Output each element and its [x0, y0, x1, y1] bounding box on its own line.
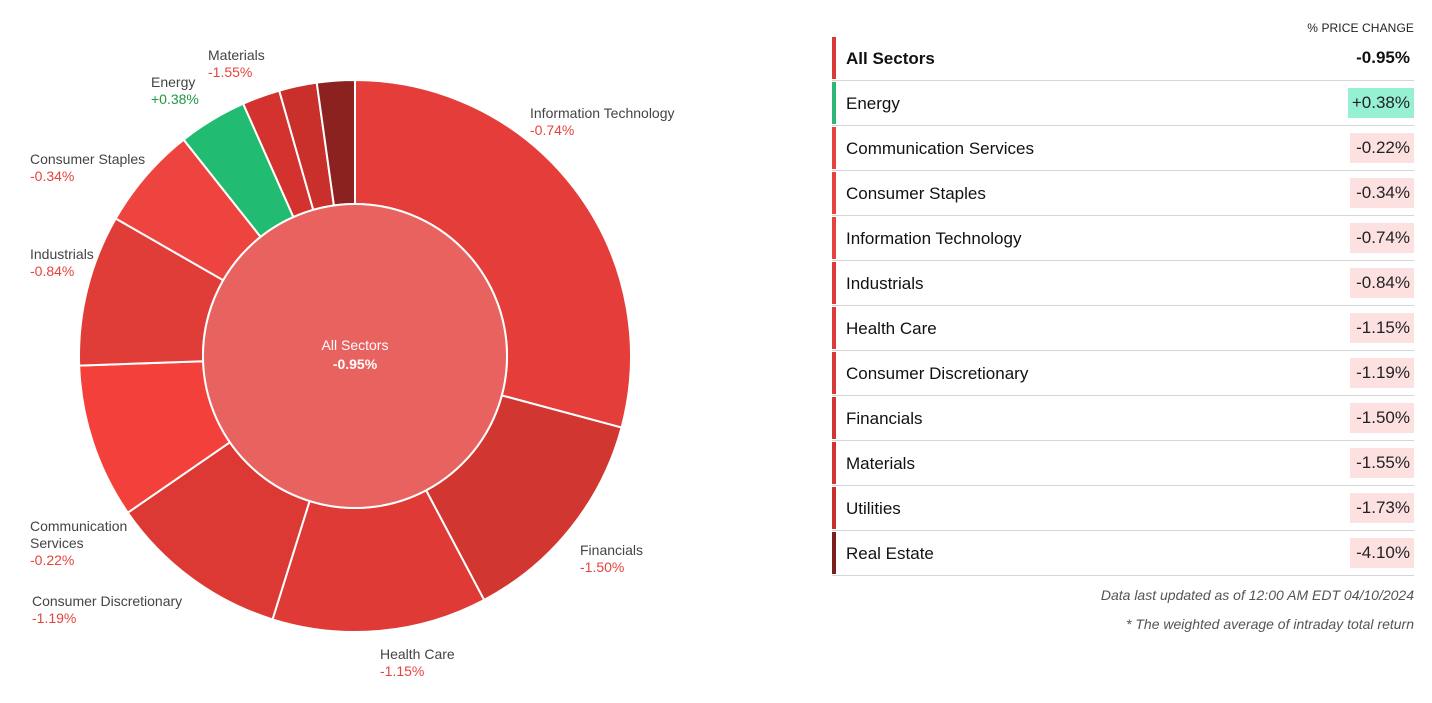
sector-color-bar — [832, 127, 836, 169]
slice-label-industrials: Industrials — [30, 246, 94, 262]
slice-label-health-care: Health Care — [380, 646, 455, 662]
slice-value-energy: +0.38% — [151, 91, 199, 107]
sector-name: Communication Services — [846, 139, 1035, 158]
slice-label-consumer-discretionary: Consumer Discretionary — [32, 593, 182, 609]
slice-label-communication-services-1: Services — [30, 535, 84, 551]
sector-change-badge: -0.34% — [1350, 178, 1414, 208]
sector-row-communication-services[interactable]: Communication Services -0.22% — [832, 126, 1414, 171]
sector-change-badge: -4.10% — [1350, 538, 1414, 568]
sector-row-financials[interactable]: Financials -1.50% — [832, 396, 1414, 441]
sector-change-badge: +0.38% — [1347, 88, 1414, 118]
sector-name: Consumer Discretionary — [846, 364, 1029, 383]
center-value: -0.95% — [333, 356, 378, 372]
slice-value-consumer-discretionary: -1.19% — [32, 610, 76, 626]
sector-name: Consumer Staples — [846, 184, 986, 203]
sector-color-bar — [832, 487, 836, 529]
sector-name: Health Care — [846, 319, 937, 338]
center-all-sectors-disc[interactable] — [202, 203, 508, 509]
price-change-header: % PRICE CHANGE — [1307, 21, 1414, 35]
sector-row-utilities[interactable]: Utilities -1.73% — [832, 486, 1414, 531]
sector-row-consumer-staples[interactable]: Consumer Staples -0.34% — [832, 171, 1414, 216]
sector-change-badge: -0.74% — [1350, 223, 1414, 253]
sector-color-bar — [832, 82, 836, 124]
sector-color-bar — [832, 172, 836, 214]
sector-row-all-sectors[interactable]: All Sectors -0.95% — [832, 36, 1414, 81]
sector-color-bar — [832, 352, 836, 394]
sector-change-badge: -1.50% — [1350, 403, 1414, 433]
sector-name: All Sectors — [846, 49, 935, 68]
slice-label-financials: Financials — [580, 542, 643, 558]
slice-value-consumer-staples: -0.34% — [30, 168, 74, 184]
sector-color-bar — [832, 262, 836, 304]
sector-row-consumer-discretionary[interactable]: Consumer Discretionary -1.19% — [832, 351, 1414, 396]
sector-color-bar — [832, 397, 836, 439]
sector-donut-chart: All Sectors -0.95% Information Technolog… — [30, 47, 675, 679]
sector-row-information-technology[interactable]: Information Technology -0.74% — [832, 216, 1414, 261]
sector-change-badge: -0.84% — [1350, 268, 1414, 298]
sector-color-bar — [832, 307, 836, 349]
sector-color-bar — [832, 442, 836, 484]
sector-change-badge: -1.19% — [1350, 358, 1414, 388]
slice-label-energy: Energy — [151, 74, 195, 90]
sector-color-bar — [832, 532, 836, 574]
data-updated-note: Data last updated as of 12:00 AM EDT 04/… — [1100, 587, 1414, 603]
sector-name: Real Estate — [846, 544, 934, 563]
sector-color-bar — [832, 217, 836, 259]
sector-row-real-estate[interactable]: Real Estate -4.10% — [832, 531, 1414, 576]
sector-color-bar — [832, 37, 836, 79]
sector-name: Utilities — [846, 499, 901, 518]
sector-change-badge: -0.95% — [1356, 48, 1410, 67]
center-label: All Sectors — [322, 337, 389, 353]
sector-row-industrials[interactable]: Industrials -0.84% — [832, 261, 1414, 306]
slice-value-industrials: -0.84% — [30, 263, 74, 279]
sector-name: Energy — [846, 94, 900, 113]
sector-change-badge: -1.55% — [1350, 448, 1414, 478]
slice-value-health-care: -1.15% — [380, 663, 424, 679]
slice-value-communication-services: -0.22% — [30, 552, 74, 568]
weighted-average-note: * The weighted average of intraday total… — [1126, 616, 1414, 632]
sector-change-badge: -1.15% — [1350, 313, 1414, 343]
slice-label-information-technology: Information Technology — [530, 105, 675, 121]
sector-name: Financials — [846, 409, 923, 428]
slice-label-consumer-staples: Consumer Staples — [30, 151, 145, 167]
slice-value-materials: -1.55% — [208, 64, 252, 80]
slice-label-communication-services: Communication — [30, 518, 127, 534]
slice-label-materials: Materials — [208, 47, 265, 63]
sector-performance-table: % PRICE CHANGE All Sectors -0.95% Energy +0… — [832, 0, 1414, 703]
sector-change-badge: -1.73% — [1350, 493, 1414, 523]
slice-value-information-technology: -0.74% — [530, 122, 574, 138]
sector-row-health-care[interactable]: Health Care -1.15% — [832, 306, 1414, 351]
sector-name: Industrials — [846, 274, 924, 293]
slice-value-financials: -1.50% — [580, 559, 624, 575]
sector-row-energy[interactable]: Energy +0.38% — [832, 81, 1414, 126]
sector-name: Materials — [846, 454, 915, 473]
sector-change-badge: -0.22% — [1350, 133, 1414, 163]
sector-row-materials[interactable]: Materials -1.55% — [832, 441, 1414, 486]
sector-name: Information Technology — [846, 229, 1022, 248]
